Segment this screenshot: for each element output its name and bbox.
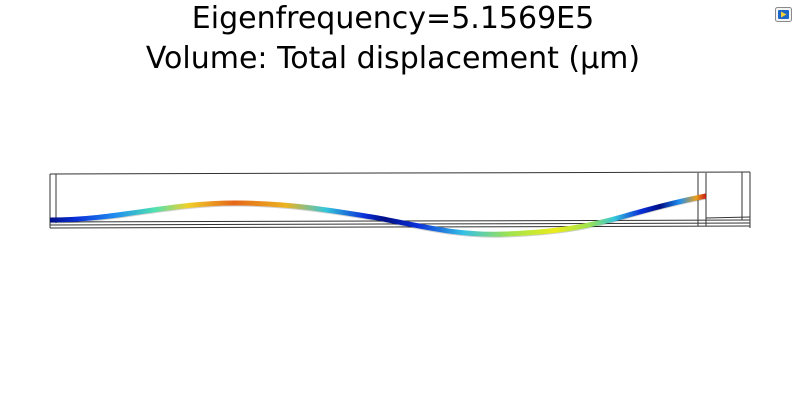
frame-top-edge xyxy=(49,171,751,175)
cantilever-underside xyxy=(49,198,707,238)
plot-title-eigenfrequency: Eigenfrequency=5.1569E5 xyxy=(191,1,595,36)
frame-bottom-edge xyxy=(49,225,751,229)
view-toggle-icon xyxy=(775,7,792,22)
anchor-block-bottom-edge xyxy=(705,216,751,219)
plot-subtitle-expression: Volume: Total displacement (µm) xyxy=(145,41,641,76)
deformed-cantilever xyxy=(49,193,707,237)
view-toggle-button[interactable] xyxy=(775,7,792,22)
geometry-frame xyxy=(49,171,751,229)
